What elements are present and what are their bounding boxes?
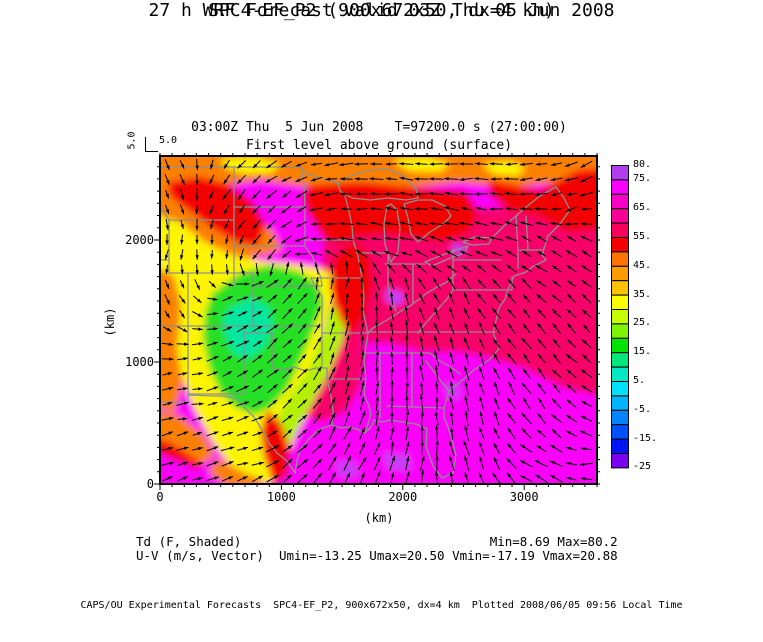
field-region-orange-left-edge — [160, 269, 183, 414]
x-axis-unit-label: (km) — [364, 511, 394, 525]
footer-text: CAPS/OU Experimental Forecasts SPC4-EF_P… — [80, 600, 683, 611]
x-tick-label: 2000 — [388, 490, 418, 504]
state-border-line — [387, 252, 397, 312]
field-region-red-right-band — [488, 168, 597, 232]
valid-time-line: 03:00Z Thu 5 Jun 2008 T=97200.0 s (27:00… — [191, 120, 567, 135]
caption-field-line: Td (F, Shaded) Min=8.69 Max=80.2 — [136, 534, 618, 549]
colorbar-label: 45. — [633, 259, 652, 271]
vector-shafts — [161, 158, 594, 484]
state-border-line — [310, 277, 323, 334]
colorbar-label: 75. — [633, 173, 652, 185]
colorbar-cell — [611, 309, 629, 325]
map-svg — [154, 153, 600, 490]
field-region-purple-patch-5 — [383, 453, 411, 470]
colorbar-label: -5. — [633, 403, 652, 415]
x-tick-label: 1000 — [266, 490, 296, 504]
colorbar-cell — [611, 395, 629, 411]
state-border-line — [294, 419, 383, 474]
colorbar-cell — [611, 208, 629, 224]
caption-vector-line: U-V (m/s, Vector) Umin=-13.25 Umax=20.50… — [136, 547, 618, 563]
level-line: First level above ground (surface) — [245, 138, 513, 153]
state-border-line — [491, 186, 571, 239]
state-border-line — [160, 206, 170, 221]
state-border-line — [429, 352, 461, 375]
state-border-line — [214, 395, 296, 474]
vector-key-axes-icon — [145, 137, 158, 152]
colorbar-label: 80. — [633, 159, 652, 170]
y-tick-label: 0 — [146, 477, 154, 491]
state-border-line — [425, 360, 450, 392]
y-tick-label: 2000 — [125, 232, 154, 247]
colorbar-cell — [611, 409, 629, 426]
caption-block: Td (F, Shaded) Min=8.69 Max=80.2 U-V (m/s… — [136, 535, 618, 562]
colorbar-cell — [611, 323, 629, 339]
state-border-line — [344, 195, 372, 434]
colorbar-cell — [611, 337, 629, 354]
colorbar-label: 25. — [633, 317, 652, 329]
page-subtitle: 27 h WRF Forecast valid 03Z Thu 05 Jun 2… — [148, 0, 615, 21]
colorbar-cell — [611, 438, 629, 455]
colorbar-cell — [611, 381, 629, 397]
colorbar-cell — [611, 165, 629, 181]
colorbar-label: 35. — [633, 288, 652, 300]
colorbar-cell — [611, 265, 629, 282]
axis-ticks — [154, 153, 600, 490]
state-border-line — [381, 417, 457, 479]
state-border-line — [386, 405, 445, 409]
vector-key-vertical-label: 5.0 — [126, 131, 138, 150]
colorbar-cell — [611, 193, 629, 210]
state-border-line — [424, 245, 469, 267]
state-border-line — [160, 394, 216, 403]
x-tick-label: 0 — [156, 490, 164, 504]
colorbar-cell — [611, 237, 629, 253]
colorbar-label: 55. — [633, 231, 652, 242]
colorbar-label: 65. — [633, 202, 652, 214]
colorbar-cell — [611, 179, 629, 195]
state-border-line — [271, 366, 328, 372]
state-border-line — [367, 273, 457, 334]
colorbar-cell — [611, 294, 629, 311]
field-region-yellow-top-patch-2 — [394, 157, 450, 172]
state-border-line — [337, 168, 419, 201]
field-region-aqua-core — [224, 298, 273, 359]
field-region-red-mid-band — [302, 182, 478, 244]
y-axis-unit-label: (km) — [103, 307, 117, 337]
colorbar-cell — [611, 453, 629, 469]
field-region-crimson-band — [322, 204, 597, 396]
colorbar-cell — [611, 424, 629, 440]
state-border-line — [383, 203, 401, 263]
state-border-line — [443, 209, 571, 419]
state-border-line — [515, 215, 519, 251]
field-region-yellow-top-patch-1 — [220, 157, 280, 174]
field-region-orange-bl-fringe — [160, 411, 215, 464]
colorbar-svg — [611, 165, 629, 469]
vector-heads — [165, 162, 588, 481]
colorbar-label: -25 — [633, 461, 652, 473]
field-region-orange-bottom-fringe — [208, 458, 264, 484]
colorbar-label: -15. — [633, 432, 658, 444]
wind-vectors — [161, 158, 594, 484]
field-region-purple-patch-4 — [335, 461, 358, 477]
vector-key-horizontal-label: 5.0 — [159, 135, 178, 146]
field-region-yellowgreen-band — [263, 300, 350, 474]
colorbar-cell — [611, 280, 629, 296]
colorbar-cell — [611, 251, 629, 267]
page-title: SPC4-EF_P2 (900x672x50, dx=4 km) — [208, 0, 555, 21]
colorbar-label: 5. — [633, 375, 646, 386]
colorbar-cell — [611, 222, 629, 238]
x-tick-label: 3000 — [509, 490, 539, 504]
colorbar-cell — [611, 352, 629, 368]
state-border-line — [525, 215, 529, 251]
state-border-line — [462, 236, 493, 246]
y-tick-label: 1000 — [125, 354, 154, 369]
colorbar-cell — [611, 366, 629, 383]
state-border-line — [300, 166, 306, 247]
colorbar-label: 15. — [633, 346, 652, 358]
